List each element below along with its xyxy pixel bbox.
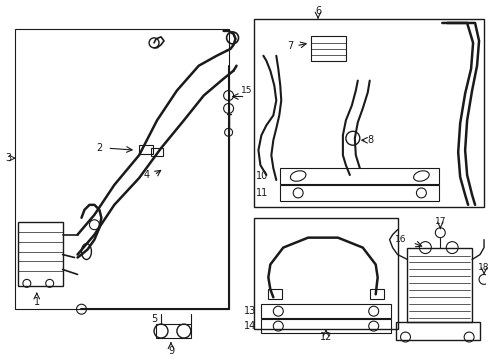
Bar bbox=[139, 145, 153, 154]
Bar bbox=[407, 248, 471, 322]
Text: 11: 11 bbox=[256, 188, 268, 198]
Bar bbox=[280, 185, 438, 201]
Bar bbox=[156, 324, 190, 338]
Bar bbox=[18, 222, 62, 286]
Bar bbox=[395, 322, 479, 340]
Bar bbox=[310, 36, 345, 61]
Bar bbox=[280, 168, 438, 184]
Bar bbox=[254, 19, 483, 207]
Text: 10: 10 bbox=[256, 171, 268, 181]
Text: 14: 14 bbox=[244, 321, 256, 331]
Text: 6: 6 bbox=[314, 6, 321, 16]
Text: 1: 1 bbox=[34, 297, 40, 307]
Bar bbox=[369, 289, 383, 299]
Text: 17: 17 bbox=[434, 217, 445, 226]
Text: 7: 7 bbox=[286, 41, 293, 51]
Bar bbox=[15, 29, 228, 309]
Text: 16: 16 bbox=[394, 235, 406, 244]
Text: 4: 4 bbox=[144, 170, 150, 180]
Text: 2: 2 bbox=[96, 143, 102, 153]
Bar bbox=[261, 304, 390, 318]
Bar bbox=[268, 289, 282, 299]
Text: 3: 3 bbox=[5, 153, 11, 163]
Text: 15: 15 bbox=[240, 86, 251, 95]
Text: 8: 8 bbox=[367, 135, 373, 145]
Bar bbox=[254, 218, 397, 329]
Text: 5: 5 bbox=[151, 314, 157, 324]
Text: 18: 18 bbox=[477, 263, 488, 272]
Bar bbox=[261, 319, 390, 333]
Bar bbox=[151, 148, 163, 156]
Text: 9: 9 bbox=[167, 346, 174, 356]
Text: 12: 12 bbox=[319, 332, 331, 342]
Text: 13: 13 bbox=[244, 306, 256, 316]
